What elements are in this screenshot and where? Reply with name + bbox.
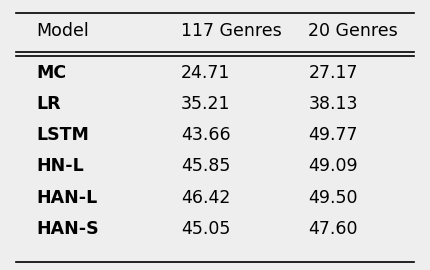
Text: 49.50: 49.50 [308, 189, 358, 207]
Text: 46.42: 46.42 [181, 189, 230, 207]
Text: HN-L: HN-L [37, 157, 84, 176]
Text: 45.05: 45.05 [181, 220, 230, 238]
Text: 117 Genres: 117 Genres [181, 22, 282, 39]
Text: HAN-S: HAN-S [37, 220, 99, 238]
Text: 43.66: 43.66 [181, 126, 230, 144]
Text: 27.17: 27.17 [308, 64, 358, 82]
Text: 47.60: 47.60 [308, 220, 358, 238]
Text: 49.77: 49.77 [308, 126, 358, 144]
Text: HAN-L: HAN-L [37, 189, 98, 207]
Text: 35.21: 35.21 [181, 95, 230, 113]
Text: 49.09: 49.09 [308, 157, 358, 176]
Text: Model: Model [37, 22, 89, 39]
Text: LSTM: LSTM [37, 126, 89, 144]
Text: 24.71: 24.71 [181, 64, 230, 82]
Text: 20 Genres: 20 Genres [308, 22, 398, 39]
Text: MC: MC [37, 64, 67, 82]
Text: 38.13: 38.13 [308, 95, 358, 113]
Text: 45.85: 45.85 [181, 157, 230, 176]
Text: LR: LR [37, 95, 61, 113]
